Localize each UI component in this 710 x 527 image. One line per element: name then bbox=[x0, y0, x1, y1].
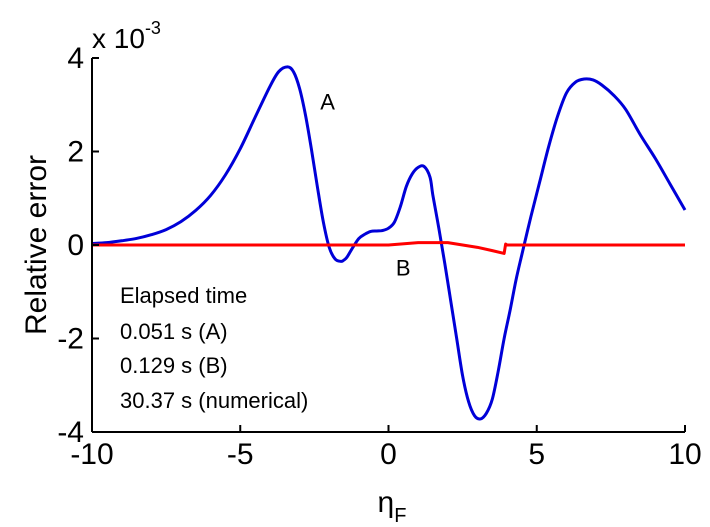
annotation-line-3: 0.129 s (B) bbox=[120, 353, 228, 378]
annotation-line-4: 30.37 s (numerical) bbox=[120, 388, 308, 413]
x-tick-label: 10 bbox=[668, 438, 701, 471]
y-tick-label: -4 bbox=[57, 416, 84, 449]
labels-layer: AB bbox=[320, 89, 410, 280]
y-tick-label: 4 bbox=[67, 42, 84, 75]
y-tick-label: -2 bbox=[57, 323, 84, 356]
x-tick-label: 0 bbox=[380, 438, 397, 471]
curves-layer bbox=[91, 65, 687, 421]
curve-label-b: B bbox=[396, 255, 411, 280]
series-line-b bbox=[92, 241, 685, 255]
y-axis-label: Relative error bbox=[20, 155, 53, 335]
y-multiplier: x 10-3 bbox=[92, 18, 161, 54]
x-tick-label: -5 bbox=[227, 438, 254, 471]
curve-label-a: A bbox=[320, 89, 335, 114]
x-tick-label: -10 bbox=[70, 438, 113, 471]
annotation-line-2: 0.051 s (A) bbox=[120, 319, 228, 344]
x-tick-label: 5 bbox=[528, 438, 545, 471]
series-line-a bbox=[91, 65, 687, 421]
ticks-layer: -10 -5 0 5 10 -4 -2 0 2 4 bbox=[57, 42, 701, 471]
y-tick-label: 2 bbox=[67, 136, 84, 169]
x-axis-label: ηF bbox=[378, 486, 407, 527]
y-tick-label: 0 bbox=[67, 229, 84, 262]
annotation-line-1: Elapsed time bbox=[120, 283, 247, 308]
